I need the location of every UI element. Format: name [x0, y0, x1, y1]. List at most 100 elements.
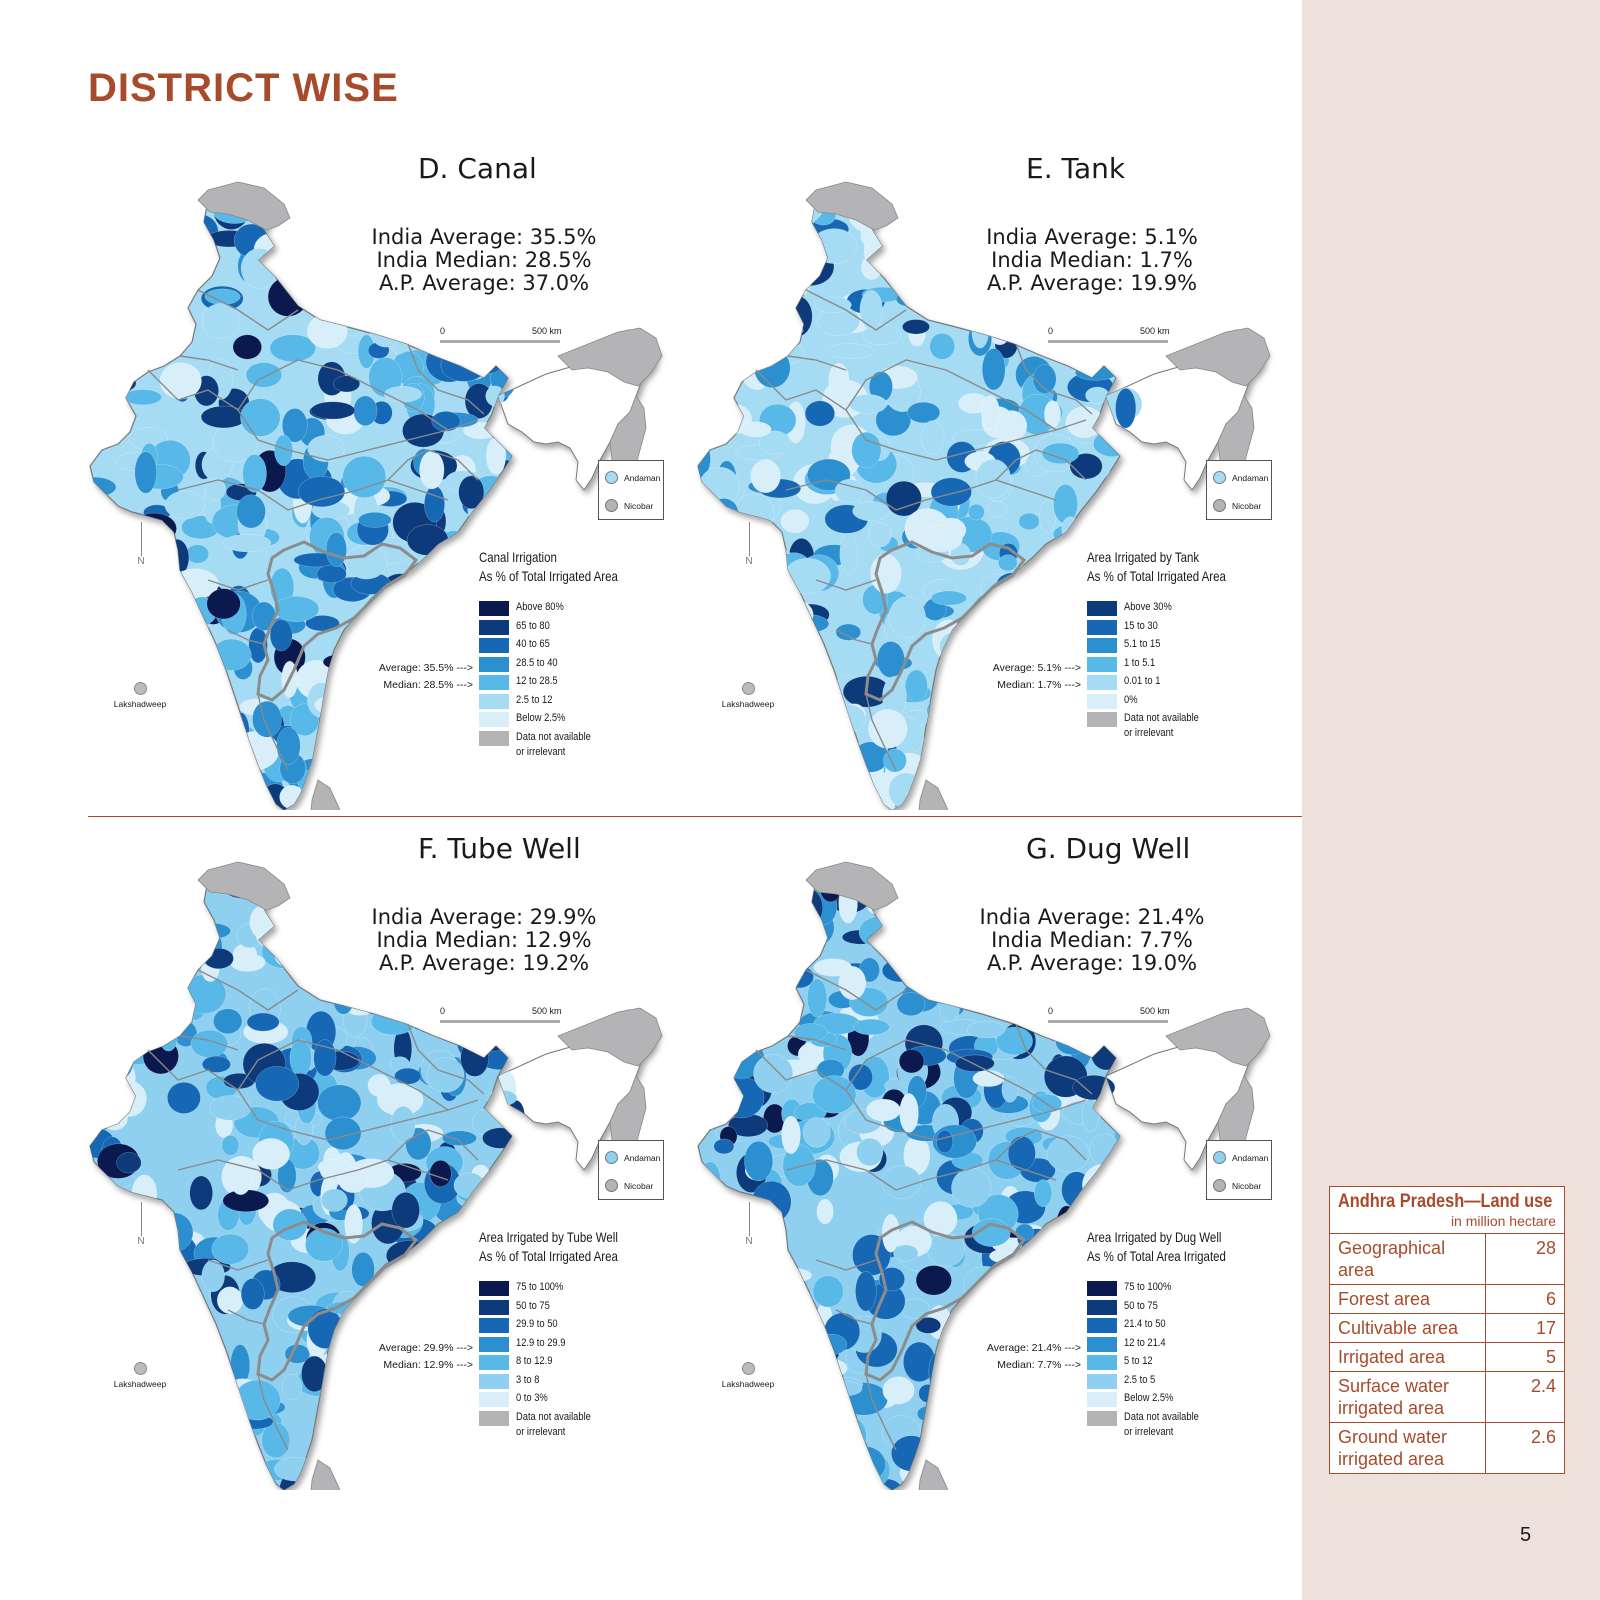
district-area: [246, 1012, 280, 1032]
district-area: [324, 1116, 362, 1150]
district-area: [776, 251, 811, 281]
district-area: [230, 712, 250, 749]
average-median-markers: Average: 35.5% ---> Median: 28.5% --->: [363, 660, 473, 694]
state-border: [995, 449, 1087, 481]
district-area: [916, 875, 943, 903]
legend-label: 75 to 100%: [1124, 1281, 1172, 1293]
legend-label: Above 30%: [1124, 601, 1172, 613]
district-area: [998, 554, 1018, 572]
district-area: [1005, 1313, 1051, 1329]
district-area: [761, 574, 782, 605]
district-area: [1041, 602, 1069, 640]
district-area: [698, 188, 726, 194]
district-area: [698, 687, 721, 728]
state-border: [257, 693, 289, 771]
district-area: [402, 623, 430, 643]
district-area: [240, 398, 281, 437]
ap-table-row: Geographical area 28: [1330, 1234, 1564, 1284]
district-area: [415, 311, 439, 347]
district-area: [211, 1233, 250, 1265]
district-area: [841, 1445, 886, 1483]
district-area: [394, 1067, 422, 1085]
district-area: [787, 868, 811, 895]
district-area: [759, 868, 792, 873]
stat-line: A.P. Average: 19.2%: [378, 951, 590, 975]
district-area: [984, 1479, 1027, 1490]
district-area: [730, 635, 763, 676]
district-area: [147, 250, 175, 285]
island-label: Nicobar: [624, 500, 654, 511]
district-area: [896, 992, 926, 1017]
district-area: [1080, 1032, 1108, 1048]
district-area: [928, 188, 968, 207]
district-area: [778, 681, 804, 704]
district-area: [221, 1134, 240, 1156]
district-area: [412, 188, 437, 229]
nicobar-marker: [605, 499, 618, 512]
district-area: [406, 524, 449, 556]
district-area: [94, 1286, 114, 1312]
district-area: [1015, 1223, 1034, 1241]
district-area: [803, 777, 824, 802]
ap-row-label: Surface water irrigated area: [1330, 1372, 1486, 1422]
legend-label: Data not available: [516, 730, 591, 743]
district-area: [140, 905, 184, 946]
district-area: [95, 1257, 120, 1289]
district-area: [756, 317, 801, 337]
district-area: [139, 605, 188, 640]
district-area: [1000, 732, 1043, 770]
district-area: [950, 1346, 972, 1381]
scale-bar: 0 500 km: [440, 326, 580, 346]
district-area: [760, 795, 789, 810]
district-area: [330, 737, 356, 758]
district-area: [768, 904, 797, 943]
district-area: [732, 1314, 755, 1357]
district-area: [229, 743, 249, 775]
district-area: [714, 1301, 748, 1317]
district-area: [133, 254, 176, 292]
district-area: [1007, 1378, 1052, 1409]
state-border: [805, 289, 907, 331]
district-area: [929, 332, 955, 360]
district-area: [698, 407, 714, 432]
district-area: [201, 1259, 225, 1293]
district-area: [950, 188, 996, 218]
legend-label: Data not available: [1124, 1410, 1199, 1423]
island-inset-box: Andaman Nicobar: [1206, 1140, 1272, 1200]
district-area: [1053, 1233, 1087, 1258]
district-area: [1056, 1205, 1077, 1242]
district-area: [739, 718, 770, 747]
district-area: [762, 188, 792, 211]
district-area: [750, 1282, 780, 1313]
district-area: [886, 258, 909, 277]
district-area: [136, 596, 171, 630]
district-area: [213, 1008, 243, 1034]
district-area: [698, 919, 730, 957]
district-area: [729, 598, 747, 641]
district-area: [193, 1472, 234, 1490]
state-border: [407, 1023, 485, 1095]
district-area: [423, 575, 465, 592]
district-area: [984, 979, 1031, 1001]
state-border: [835, 1309, 873, 1325]
district-area: [996, 785, 1034, 810]
district-area: [261, 934, 306, 969]
state-border: [227, 1309, 265, 1325]
district-area: [1089, 1133, 1121, 1167]
district-area: [170, 1394, 206, 1415]
district-area: [782, 763, 810, 792]
district-area: [942, 868, 980, 882]
district-area: [1041, 442, 1080, 464]
district-area: [748, 869, 788, 910]
district-area: [852, 500, 890, 522]
district-area: [90, 1015, 123, 1030]
district-area: [162, 916, 206, 956]
district-area: [698, 288, 712, 312]
district-area: [1026, 603, 1060, 644]
legend-swatch: [1087, 619, 1117, 635]
district-area: [123, 742, 170, 772]
district-area: [807, 978, 828, 1018]
legend-swatch: [479, 730, 509, 746]
state-border: [787, 355, 847, 371]
district-area: [283, 951, 309, 968]
